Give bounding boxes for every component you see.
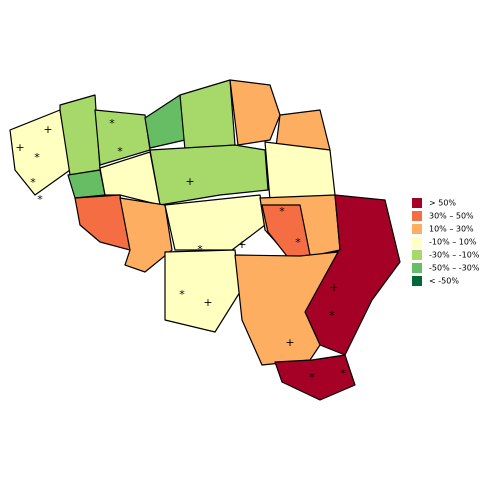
marker: + [203, 296, 212, 309]
marker: + [15, 141, 24, 154]
region [74, 194, 131, 251]
legend-swatch [412, 224, 422, 234]
region [119, 197, 173, 273]
legend-swatch [412, 237, 422, 247]
marker: * [30, 176, 36, 189]
region [264, 141, 336, 201]
region [99, 151, 161, 206]
region [9, 109, 71, 196]
legend-label: 30% – 50% [429, 212, 474, 221]
marker: + [43, 123, 52, 136]
marker: * [340, 367, 346, 380]
region [164, 194, 266, 251]
legend-swatch [412, 250, 422, 260]
marker: * [117, 145, 123, 158]
region [67, 169, 106, 199]
marker: * [179, 288, 185, 301]
marker: * [329, 309, 335, 322]
region [304, 194, 401, 356]
marker: * [197, 243, 203, 256]
legend-label: < -50% [429, 277, 459, 286]
markers: + + * * * * * + * * + + * * + * + * * [15, 117, 346, 384]
marker: + [329, 281, 338, 294]
legend-label: -10% – 10% [429, 238, 477, 247]
legend-swatch [412, 276, 422, 286]
legend-label: > 50% [429, 199, 456, 208]
marker: * [309, 371, 315, 384]
marker: * [279, 205, 285, 218]
legend-label: 10% – 30% [429, 225, 474, 234]
legend: > 50% 30% – 50% 10% – 30% -10% – 10% -30% – … [412, 198, 480, 286]
region [179, 79, 236, 151]
legend-swatch [412, 198, 422, 208]
marker: * [37, 193, 43, 206]
region [229, 79, 281, 146]
legend-swatch [412, 263, 422, 273]
region [144, 94, 186, 149]
marker: * [295, 236, 301, 249]
regions [9, 79, 401, 401]
region [274, 354, 356, 401]
legend-label: -50% – -30% [429, 264, 480, 273]
region [164, 249, 241, 333]
marker: + [185, 175, 194, 188]
marker: + [237, 238, 246, 251]
region [234, 251, 339, 366]
marker: * [109, 117, 115, 130]
marker: * [34, 151, 40, 164]
marker: + [285, 336, 294, 349]
legend-swatch [412, 211, 422, 221]
legend-label: -30% – -10% [429, 251, 480, 260]
